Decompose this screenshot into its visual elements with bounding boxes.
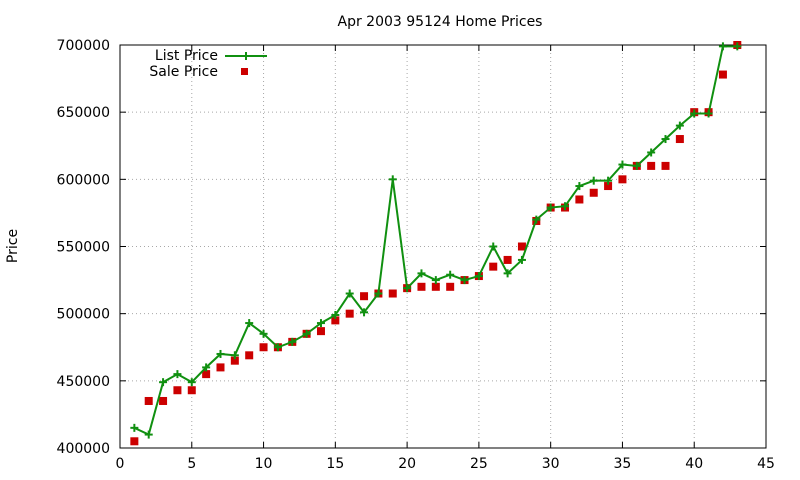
sale-price-point — [187, 386, 196, 395]
list-price-point — [561, 202, 570, 211]
sale-price-point — [259, 343, 268, 352]
list-price-point — [144, 430, 153, 439]
sale-price-point — [489, 262, 498, 271]
list-price-point — [360, 308, 369, 317]
sale-price-point — [159, 396, 168, 405]
x-tick-label: 45 — [757, 456, 775, 472]
list-price-point — [173, 370, 182, 379]
sale-price-point — [345, 309, 354, 318]
sale-price-point — [589, 188, 598, 197]
sale-price-point — [431, 282, 440, 291]
y-tick-label: 700000 — [57, 38, 110, 54]
list-price-point — [733, 42, 742, 51]
sale-price-point — [360, 292, 369, 301]
list-price-point — [718, 42, 727, 51]
legend-marker-list-price — [242, 52, 250, 60]
list-price-point — [374, 289, 383, 298]
list-price-point — [202, 363, 211, 372]
y-tick-label: 450000 — [57, 374, 110, 390]
chart-title: Apr 2003 95124 Home Prices — [338, 14, 543, 30]
y-tick-label: 600000 — [57, 172, 110, 188]
sale-price-point — [417, 282, 426, 291]
sale-price-point — [130, 437, 139, 446]
y-tick-label: 500000 — [57, 307, 110, 323]
list-price-point — [273, 343, 282, 352]
sale-price-point — [230, 356, 239, 365]
list-price-point — [316, 319, 325, 328]
series-layer — [130, 41, 742, 446]
sale-price-point — [202, 370, 211, 379]
x-tick-label: 30 — [542, 456, 560, 472]
x-tick-label: 10 — [255, 456, 273, 472]
sale-price-point — [575, 195, 584, 204]
sale-price-point — [618, 175, 627, 184]
list-price-point — [690, 109, 699, 118]
x-tick-label: 25 — [470, 456, 488, 472]
list-price-point — [575, 182, 584, 191]
list-price-point — [288, 337, 297, 346]
list-price-point — [417, 269, 426, 278]
axis-ticks: 0 5 10 15 20 25 30 35 40 45 400000 450000 500000 5500… — [57, 38, 775, 472]
list-price-point — [604, 176, 613, 185]
list-price-point — [331, 311, 340, 320]
legend-label-sale-price: Sale Price — [149, 64, 218, 80]
list-price-point — [647, 148, 656, 157]
list-price-point — [589, 176, 598, 185]
sale-price-point — [331, 316, 340, 325]
sale-price-point — [647, 161, 656, 170]
sale-price-point — [173, 386, 182, 395]
sale-price-point — [517, 242, 526, 251]
sale-price-point — [446, 282, 455, 291]
sale-price-point — [316, 327, 325, 336]
y-axis-label: Price — [5, 229, 21, 263]
list-price-point — [503, 269, 512, 278]
x-tick-label: 40 — [685, 456, 703, 472]
sale-price-point — [675, 135, 684, 144]
list-price-point — [130, 423, 139, 432]
sale-price-point — [245, 351, 254, 360]
y-tick-label: 400000 — [57, 441, 110, 457]
list-price-point — [489, 242, 498, 251]
sale-price-point — [503, 255, 512, 264]
x-tick-label: 15 — [326, 456, 344, 472]
x-tick-label: 20 — [398, 456, 416, 472]
list-price-point — [661, 135, 670, 144]
list-price-point — [618, 160, 627, 169]
list-price-point — [517, 255, 526, 264]
y-tick-label: 650000 — [57, 105, 110, 121]
x-tick-label: 5 — [187, 456, 196, 472]
list-price-point — [403, 284, 412, 293]
sale-price-point — [144, 396, 153, 405]
list-price-point — [345, 289, 354, 298]
list-price-point — [259, 329, 268, 338]
list-price-point — [446, 270, 455, 279]
list-price-point — [675, 121, 684, 130]
x-tick-label: 0 — [116, 456, 125, 472]
list-price-point — [388, 175, 397, 184]
list-price-point — [245, 319, 254, 328]
y-tick-label: 550000 — [57, 240, 110, 256]
list-price-point — [431, 276, 440, 285]
x-tick-label: 35 — [614, 456, 632, 472]
sale-price-point — [661, 161, 670, 170]
list-price-point — [159, 378, 168, 387]
list-price-point — [532, 215, 541, 224]
sale-price-point — [604, 182, 613, 191]
list-price-point — [546, 203, 555, 212]
list-price-point — [216, 349, 225, 358]
list-price-point — [474, 272, 483, 281]
sale-price-point — [718, 70, 727, 79]
list-price-point — [632, 161, 641, 170]
list-price-point — [460, 276, 469, 285]
list-price-point — [302, 329, 311, 338]
legend-label-list-price: List Price — [155, 48, 218, 64]
list-price-point — [230, 351, 239, 360]
legend-swatch-sale-price — [241, 68, 248, 75]
sale-price-point — [388, 289, 397, 298]
list-price-point — [704, 109, 713, 118]
list-price-point — [187, 378, 196, 387]
legend: List Price Sale Price — [149, 48, 267, 80]
sale-price-point — [216, 363, 225, 372]
